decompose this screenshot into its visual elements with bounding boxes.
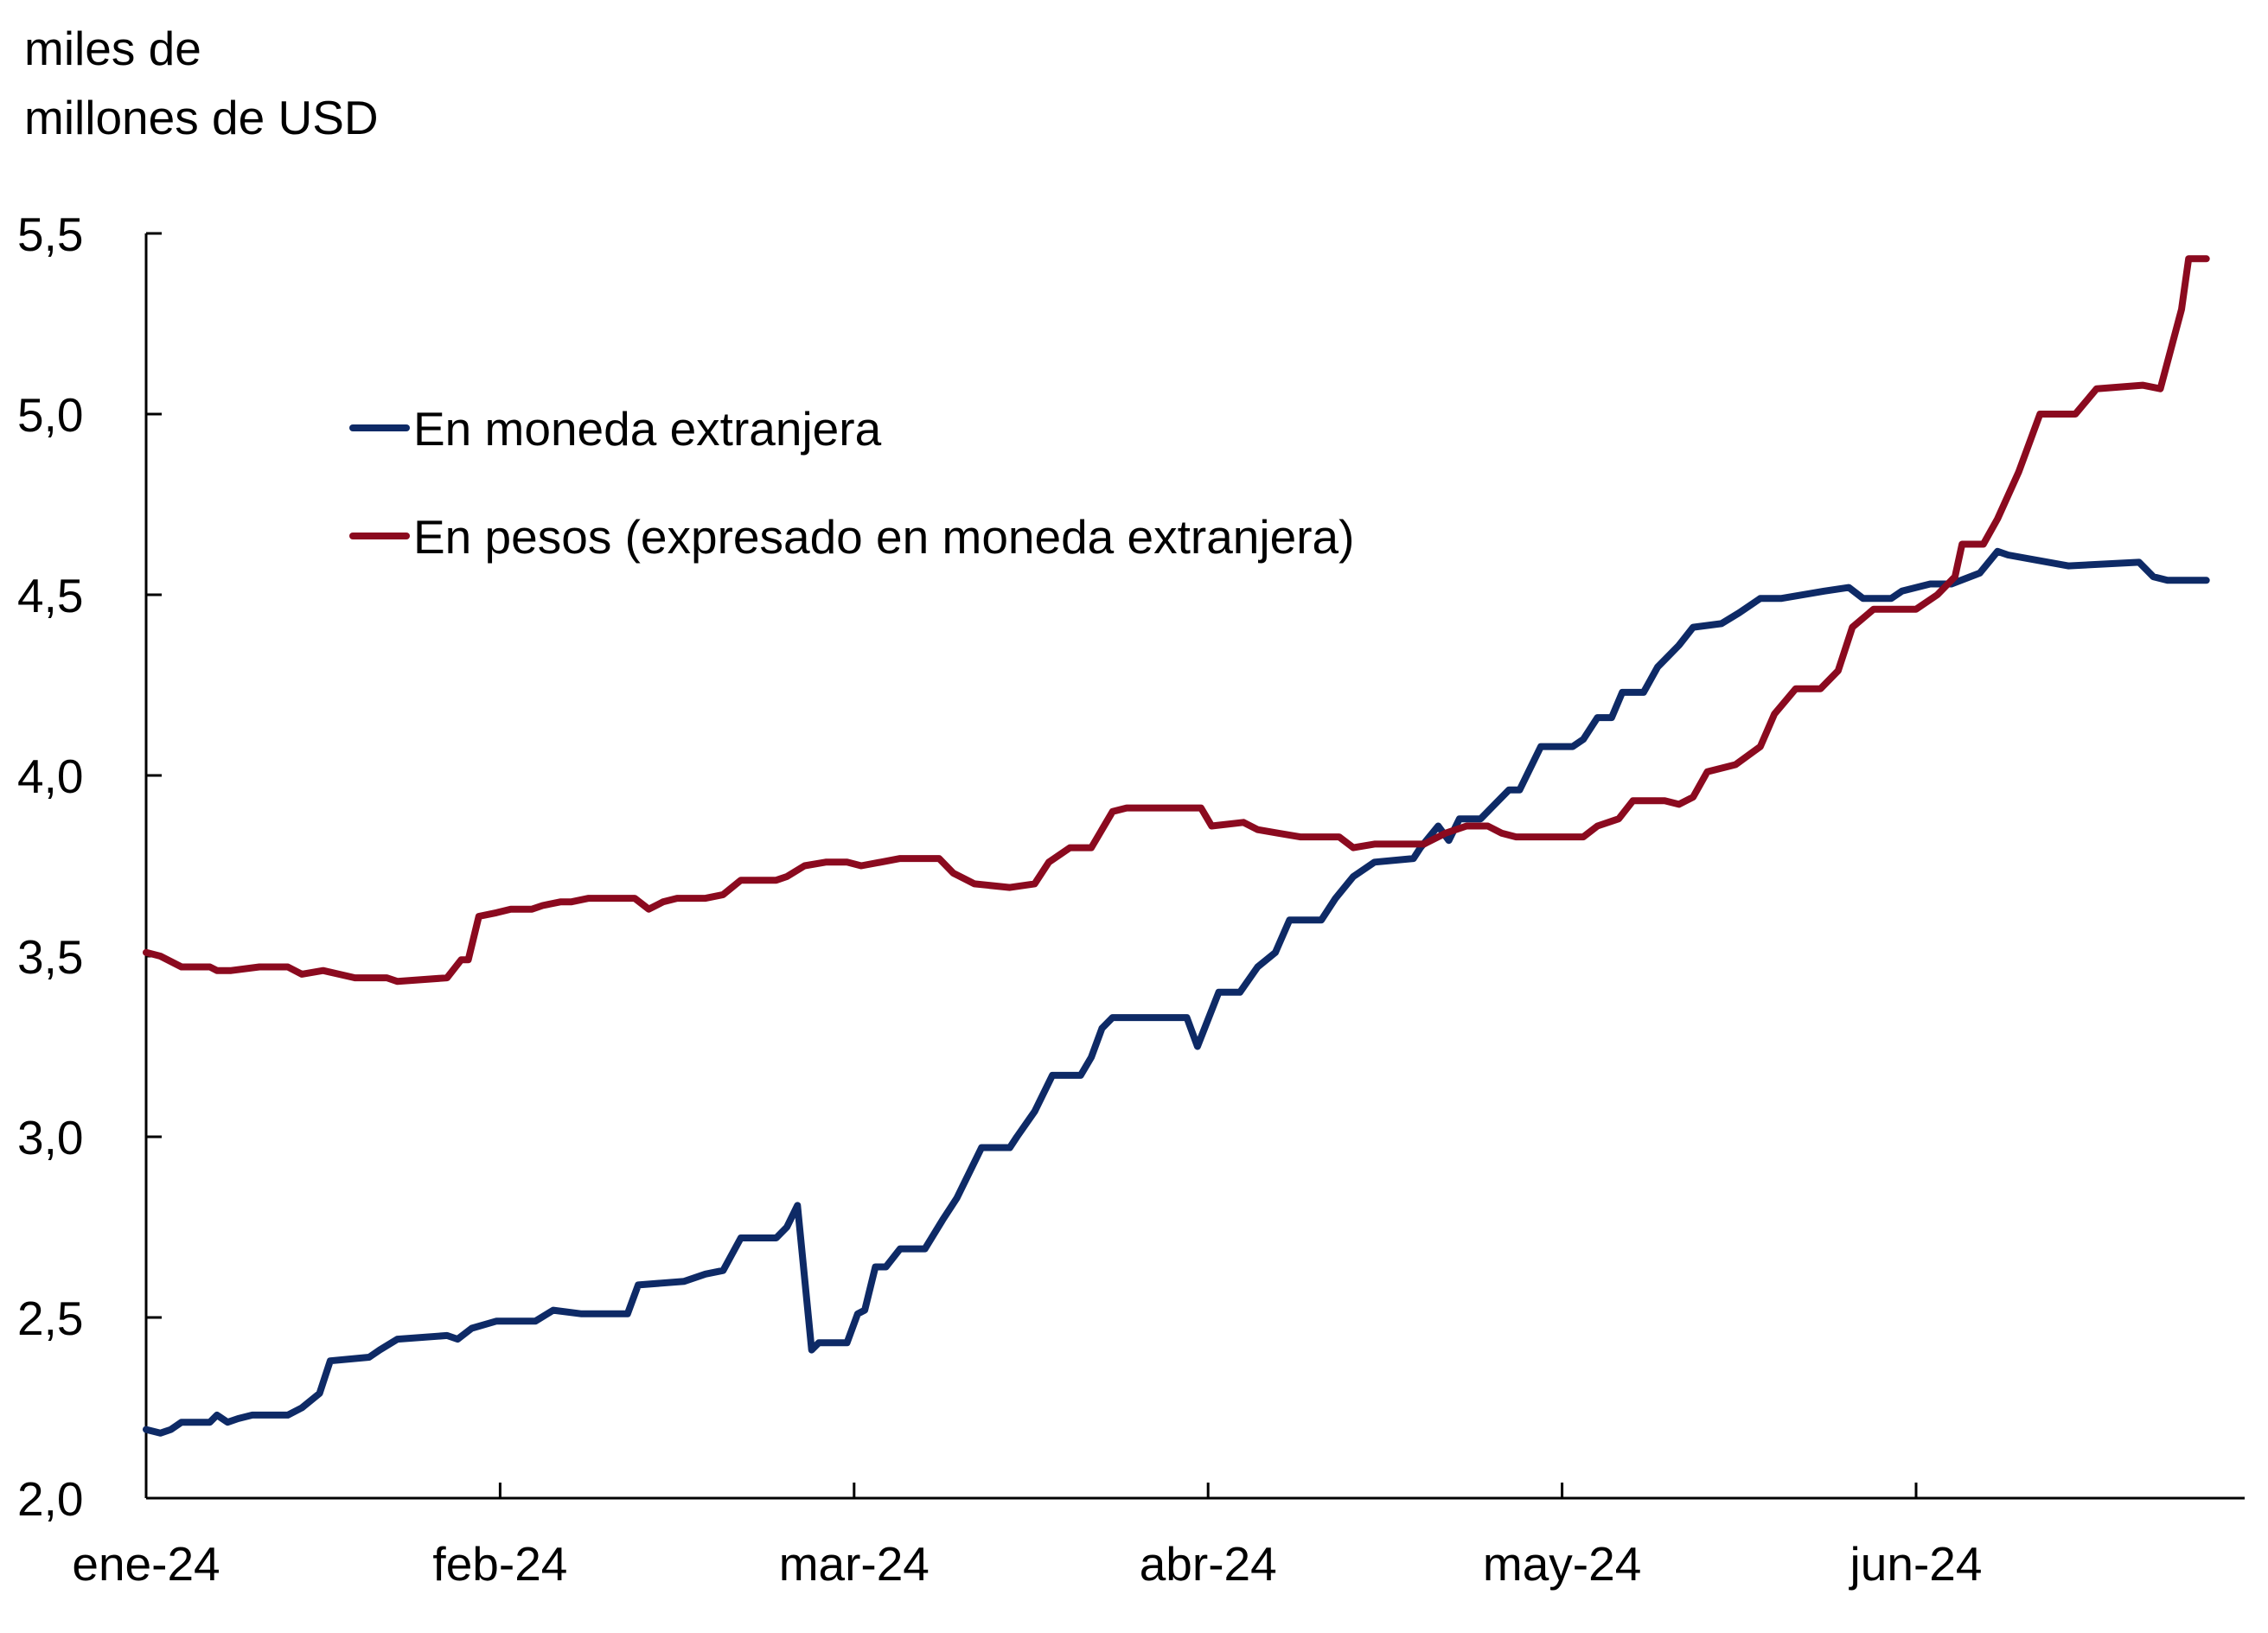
x-tick-label: ene-24 (72, 1537, 220, 1591)
legend-label: En moneda extranjera (413, 402, 882, 456)
series-lines (143, 255, 2210, 1437)
legend: En moneda extranjera En pesos (expresado … (349, 402, 1354, 564)
x-tick-label: may-24 (1483, 1537, 1641, 1591)
y-tick-label: 2,0 (17, 1472, 83, 1526)
y-tick-label: 3,0 (17, 1111, 83, 1164)
x-tick-label: feb-24 (432, 1537, 567, 1591)
y-axis-label-line-2: millones de USD (24, 91, 379, 144)
series-line-pesos (143, 255, 2210, 986)
y-axis-label-line-1: miles de (24, 22, 201, 75)
y-tick-label: 3,5 (17, 930, 83, 984)
x-tick-label: abr-24 (1140, 1537, 1277, 1591)
y-tick-label: 2,5 (17, 1292, 83, 1345)
y-tick-labels: 2,0 2,5 3,0 3,5 4,0 4,5 5,0 5,5 (17, 207, 83, 1526)
y-tick-label: 4,0 (17, 750, 83, 803)
x-tick-label: jun-24 (1849, 1537, 1983, 1591)
y-tick-label: 5,5 (17, 207, 83, 261)
x-tick-label: mar-24 (779, 1537, 930, 1591)
x-tick-labels: ene-24 feb-24 mar-24 abr-24 may-24 jun-24 (72, 1537, 1982, 1591)
series-line-moneda-extranjera (143, 547, 2210, 1437)
y-tick-label: 5,0 (17, 388, 83, 442)
legend-label: En pesos (expresado en moneda extranjera… (413, 510, 1354, 564)
y-tick-label: 4,5 (17, 569, 83, 622)
